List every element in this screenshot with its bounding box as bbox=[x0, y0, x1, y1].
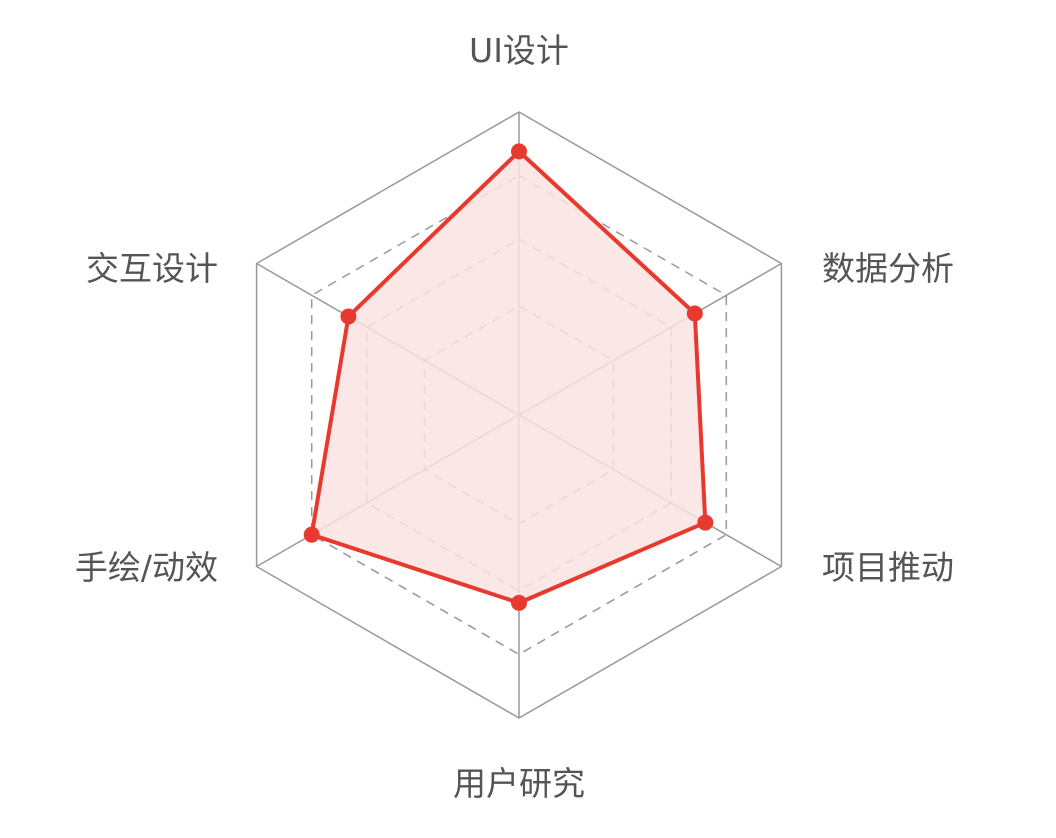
indicator-label: 交互设计 bbox=[86, 249, 218, 288]
indicator-label: 用户研究 bbox=[453, 764, 585, 803]
data-point bbox=[340, 308, 357, 325]
data-point bbox=[303, 526, 320, 543]
data-point bbox=[511, 143, 527, 160]
indicator-label: 数据分析 bbox=[822, 249, 954, 288]
indicator-label: 项目推动 bbox=[822, 548, 954, 587]
data-point bbox=[697, 514, 714, 531]
data-point bbox=[511, 594, 527, 611]
indicator-label: 手绘/动效 bbox=[75, 548, 218, 587]
data-point bbox=[686, 305, 703, 322]
series-area bbox=[309, 149, 708, 605]
indicator-label: UI设计 bbox=[469, 31, 569, 70]
